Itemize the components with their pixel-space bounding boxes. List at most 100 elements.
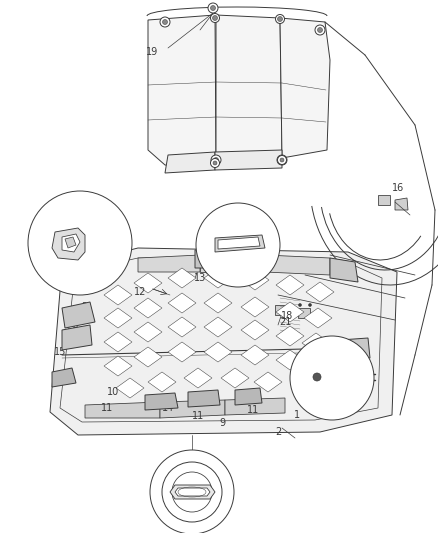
Text: 1: 1 [294,410,300,420]
Text: 19: 19 [146,47,158,57]
Polygon shape [304,308,332,328]
Text: 2: 2 [275,427,281,437]
Polygon shape [62,302,95,328]
Polygon shape [104,356,132,376]
Text: 5: 5 [65,370,71,380]
Polygon shape [168,268,196,288]
Polygon shape [134,322,162,342]
Circle shape [28,191,132,295]
Circle shape [213,161,217,165]
Polygon shape [50,248,397,435]
Circle shape [308,303,311,306]
Polygon shape [241,297,269,317]
Polygon shape [241,270,269,290]
Polygon shape [134,347,162,367]
Polygon shape [215,235,265,252]
Circle shape [162,462,222,522]
Polygon shape [265,255,330,275]
Text: 9: 9 [219,418,225,428]
Polygon shape [275,305,287,315]
Polygon shape [184,368,212,388]
Circle shape [172,472,212,512]
Circle shape [211,13,219,22]
Polygon shape [298,308,310,318]
Text: 6: 6 [115,250,121,260]
Polygon shape [52,368,76,387]
Polygon shape [104,332,132,352]
Text: 11: 11 [101,403,113,413]
Circle shape [278,156,286,165]
Polygon shape [204,317,232,337]
Polygon shape [85,402,160,418]
Polygon shape [340,338,370,360]
Polygon shape [148,15,216,168]
Polygon shape [276,302,304,322]
Polygon shape [225,398,285,415]
Circle shape [211,155,221,165]
Polygon shape [276,275,304,295]
Text: 3: 3 [81,302,87,312]
Polygon shape [218,237,260,249]
Text: 11: 11 [326,378,338,388]
Polygon shape [235,388,262,405]
Circle shape [318,28,322,33]
Polygon shape [145,393,178,410]
Text: 14: 14 [162,403,174,413]
Circle shape [276,14,285,23]
Polygon shape [204,342,232,362]
Polygon shape [188,390,220,407]
Circle shape [290,336,374,420]
Text: 4: 4 [73,322,79,332]
Polygon shape [302,388,327,405]
Polygon shape [165,152,215,173]
Polygon shape [168,293,196,313]
Polygon shape [241,320,269,340]
Text: 11: 11 [192,411,204,421]
Polygon shape [160,400,225,418]
Circle shape [211,5,215,11]
Polygon shape [241,345,269,365]
Polygon shape [302,333,330,353]
Text: 10: 10 [107,387,119,397]
Circle shape [315,25,325,35]
Polygon shape [134,273,162,293]
Polygon shape [62,325,92,350]
Circle shape [212,15,218,20]
Circle shape [162,20,167,25]
Polygon shape [306,282,334,302]
Polygon shape [276,326,304,346]
Polygon shape [134,298,162,318]
Circle shape [211,158,219,167]
Text: 12: 12 [134,287,146,297]
Polygon shape [195,248,240,268]
Circle shape [280,158,284,162]
Text: 21: 21 [279,317,291,327]
Polygon shape [204,268,232,288]
Polygon shape [148,372,176,392]
Polygon shape [175,488,210,496]
Circle shape [299,303,301,306]
Polygon shape [221,368,249,388]
Polygon shape [276,350,304,370]
Circle shape [277,155,287,165]
Polygon shape [216,15,282,158]
Text: 13: 13 [194,273,206,283]
Polygon shape [52,228,85,260]
Circle shape [196,203,280,287]
Circle shape [279,157,285,163]
Circle shape [208,3,218,13]
Circle shape [160,17,170,27]
Polygon shape [378,195,390,205]
Polygon shape [280,18,330,158]
Circle shape [313,373,321,381]
Circle shape [150,450,234,533]
Polygon shape [254,372,282,392]
Polygon shape [168,317,196,337]
Polygon shape [168,342,196,362]
Polygon shape [170,485,215,499]
Text: 15: 15 [54,347,66,357]
Text: 18: 18 [281,311,293,321]
Polygon shape [215,150,282,170]
Text: 11: 11 [247,405,259,415]
Text: 8: 8 [145,400,151,410]
